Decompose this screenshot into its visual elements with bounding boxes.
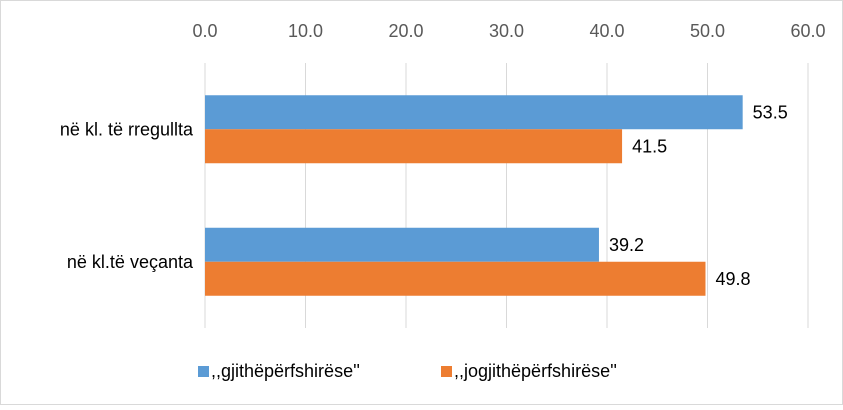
category-label: në kl.të veçanta [67, 252, 194, 272]
bar [205, 95, 743, 130]
x-tick-label: 40.0 [589, 21, 624, 41]
legend-swatch [198, 366, 209, 377]
legend-label: ,,jogjithëpërfshirëse'' [454, 361, 617, 381]
x-axis-ticks: 0.0 10.0 20.0 30.0 40.0 50.0 60.0 [192, 21, 825, 41]
x-tick-label: 20.0 [388, 21, 423, 41]
legend-label: ,,gjithëpërfshirëse'' [211, 361, 360, 381]
x-tick-label: 30.0 [489, 21, 524, 41]
x-tick-label: 0.0 [192, 21, 217, 41]
x-tick-label: 50.0 [690, 21, 725, 41]
data-label: 49.8 [715, 269, 750, 289]
data-label: 41.5 [632, 136, 667, 156]
legend: ,,gjithëpërfshirëse'' ,,jogjithëpërfshirë… [198, 361, 617, 381]
category-labels: në kl. të rregullta në kl.të veçanta [60, 119, 194, 272]
data-label: 39.2 [609, 235, 644, 255]
bars [205, 95, 743, 296]
x-tick-label: 10.0 [288, 21, 323, 41]
category-label: në kl. të rregullta [60, 119, 194, 139]
x-tick-label: 60.0 [790, 21, 825, 41]
data-labels: 53.5 41.5 39.2 49.8 [609, 102, 788, 289]
data-label: 53.5 [753, 102, 788, 122]
bar [205, 227, 599, 262]
bar [205, 129, 623, 164]
legend-swatch [441, 366, 452, 377]
bar [205, 261, 706, 296]
